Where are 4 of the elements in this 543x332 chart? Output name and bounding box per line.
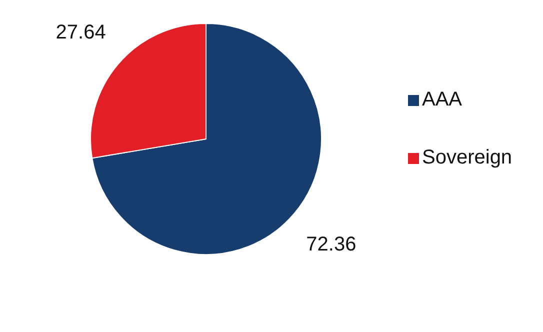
data-label: 72.36	[306, 233, 356, 256]
data-label: 27.64	[56, 22, 106, 44]
legend-label: AAA	[422, 88, 463, 111]
legend-label: Sovereign	[422, 146, 512, 169]
